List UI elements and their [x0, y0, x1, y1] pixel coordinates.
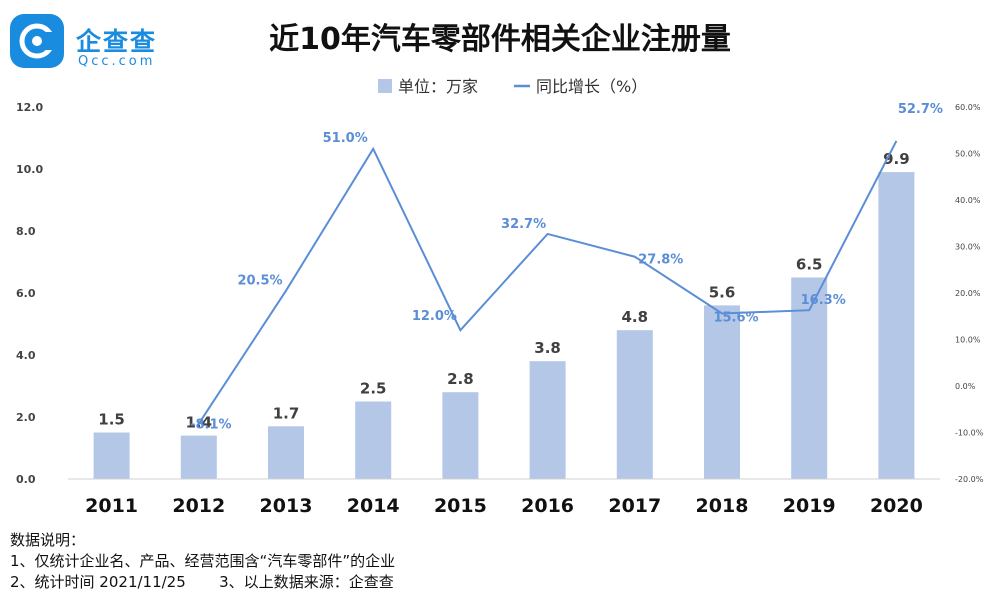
y-right-tick-label: 20.0%	[955, 289, 981, 298]
y-left-tick-label: 12.0	[16, 101, 43, 114]
y-right-tick-label: 60.0%	[955, 103, 981, 112]
y-right-tick-label: 10.0%	[955, 336, 981, 345]
y-left-tick-label: 2.0	[16, 411, 36, 424]
growth-value-label: 15.6%	[713, 310, 758, 325]
y-right-tick-label: -10.0%	[955, 429, 984, 438]
x-tick-label: 2014	[347, 495, 400, 517]
bar-value-label: 1.7	[273, 404, 300, 422]
legend-line-label: 同比增长（%）	[536, 77, 647, 96]
bar	[616, 330, 653, 479]
x-tick-label: 2020	[870, 495, 923, 517]
growth-line	[197, 140, 898, 425]
bar	[180, 435, 217, 479]
bar-value-label: 3.8	[534, 339, 561, 357]
x-tick-label: 2019	[783, 495, 836, 517]
bar	[93, 432, 130, 479]
y-right-tick-label: 0.0%	[955, 382, 976, 391]
qcc-logo-icon	[10, 14, 64, 68]
brand-sub: Qcc.com	[78, 54, 156, 69]
y-right-tick-label: 30.0%	[955, 243, 981, 252]
y-right-tick-label: 50.0%	[955, 150, 981, 159]
chart: 单位：万家 同比增长（%） 0.0 2.0 4.0 6.0 8.0 10.0 12.0 -20.0…	[16, 77, 984, 517]
legend-bar-swatch	[378, 79, 392, 93]
bar-value-label: 2.8	[447, 370, 474, 388]
bar	[704, 305, 740, 479]
y-right-tick-label: 40.0%	[955, 196, 981, 205]
brand-name: 企查查	[76, 27, 158, 56]
bar	[442, 392, 479, 479]
growth-value-label: 20.5%	[237, 274, 282, 289]
x-tick-label: 2013	[260, 495, 313, 517]
x-tick-label: 2018	[696, 495, 749, 517]
y-left-tick-label: 0.0	[16, 473, 36, 486]
chart-title: 近10年汽车零部件相关企业注册量	[269, 22, 731, 57]
growth-value-label: 51.0%	[323, 131, 368, 146]
qcc-logo: 企查查 Qcc.com	[6, 10, 166, 70]
x-tick-label: 2017	[608, 495, 661, 517]
legend-bar-label: 单位：万家	[398, 77, 478, 96]
bar-value-label: 6.5	[796, 256, 823, 274]
bar	[529, 361, 566, 479]
y-left-tick-label: 8.0	[16, 225, 36, 238]
bar-value-label: 2.5	[360, 380, 387, 398]
x-tick-label: 2016	[521, 495, 574, 517]
x-tick-label: 2015	[434, 495, 487, 517]
growth-value-label: 52.7%	[898, 102, 943, 117]
growth-value-label: -8.1%	[190, 418, 231, 433]
bar-value-label: 1.5	[98, 411, 125, 429]
growth-value-label: 12.0%	[412, 309, 457, 324]
notes-heading: 数据说明：	[10, 531, 86, 549]
bar	[268, 426, 304, 479]
y-right-tick-label: -20.0%	[955, 475, 984, 484]
growth-value-label: 32.7%	[501, 217, 546, 232]
y-left-tick-label: 10.0	[16, 163, 43, 176]
growth-value-label: 27.8%	[638, 253, 683, 268]
growth-value-label: 16.3%	[801, 293, 846, 308]
notes-line-2: 2、统计时间 2021/11/25 3、以上数据来源：企查查	[10, 573, 394, 591]
x-tick-label: 2012	[172, 495, 225, 517]
bar	[355, 401, 392, 479]
notes-line-1: 1、仅统计企业名、产品、经营范围含“汽车零部件”的企业	[10, 552, 396, 570]
x-tick-label: 2011	[85, 495, 138, 517]
bar-value-label: 5.6	[709, 283, 736, 301]
bar	[878, 172, 915, 479]
data-notes: 数据说明： 1、仅统计企业名、产品、经营范围含“汽车零部件”的企业 2、统计时间…	[10, 530, 395, 593]
bar-value-label: 4.8	[622, 308, 649, 326]
y-left-tick-label: 6.0	[16, 287, 36, 300]
y-left-tick-label: 4.0	[16, 349, 36, 362]
